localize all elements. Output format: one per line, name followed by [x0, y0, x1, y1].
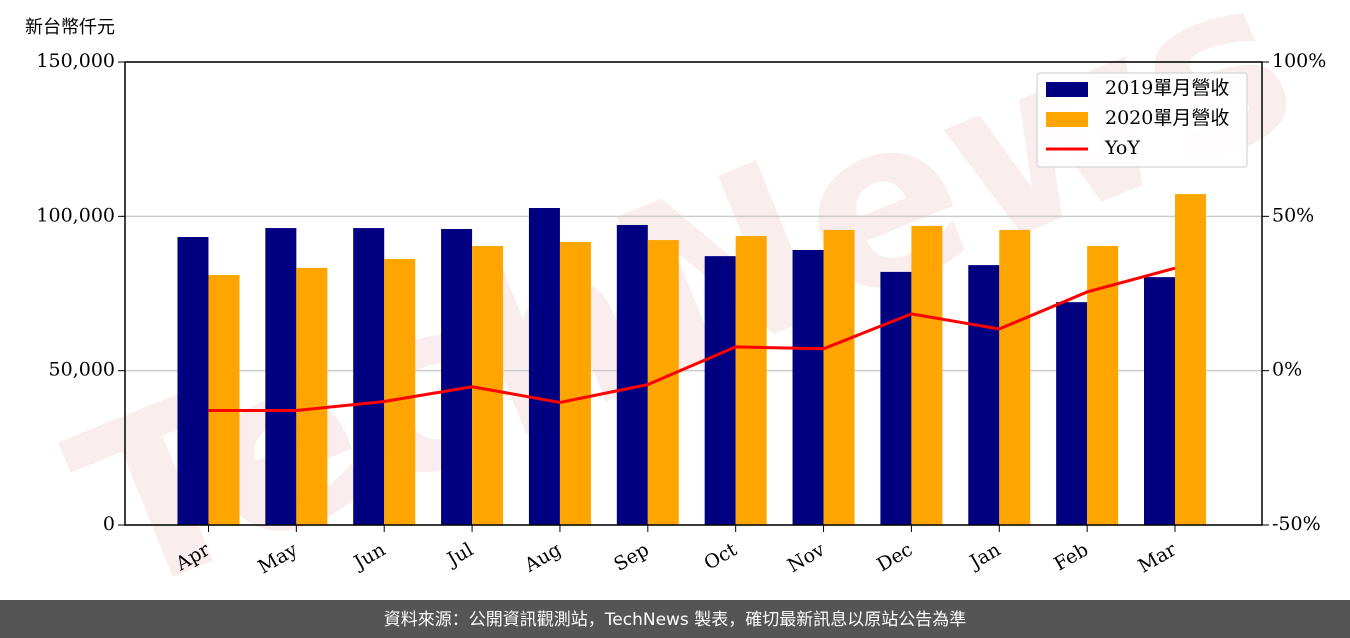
bar [735, 236, 767, 525]
bar [1056, 302, 1088, 525]
bar [528, 207, 560, 525]
bar [472, 245, 504, 525]
y-tick-label: 0 [103, 513, 115, 535]
bar [968, 265, 1000, 525]
bar [296, 267, 328, 525]
legend-label: YoY [1104, 137, 1140, 159]
bar [384, 258, 416, 525]
x-tick-label: Nov [784, 538, 829, 577]
legend-swatch [1046, 82, 1088, 97]
y-axis-unit: 新台幣仟元 [25, 17, 115, 38]
bar [177, 237, 209, 525]
bar [441, 228, 473, 526]
bar [559, 241, 591, 525]
footer-bar [0, 600, 1350, 638]
bar [880, 271, 912, 525]
legend-label: 2019單月營收 [1105, 77, 1229, 99]
y2-tick-label: 50% [1272, 204, 1314, 226]
y2-tick-label: 100% [1272, 50, 1326, 72]
line [208, 266, 1176, 412]
bar [1087, 245, 1119, 525]
y2-tick-label: 0% [1272, 359, 1302, 381]
bar [823, 229, 855, 525]
bar [1175, 194, 1207, 526]
x-tick-label: Dec [873, 539, 916, 577]
x-tick-label: Feb [1050, 539, 1092, 576]
plot-frame [124, 61, 1263, 526]
bar [265, 228, 297, 525]
bar [616, 224, 648, 525]
bar [792, 249, 824, 525]
bar [704, 256, 736, 525]
x-tick-label: Oct [700, 538, 741, 574]
x-tick-label: Jul [442, 539, 477, 572]
y2-tick-label: -50% [1272, 513, 1321, 535]
legend-box [1036, 72, 1248, 168]
bar [353, 228, 385, 525]
bar [1144, 277, 1176, 525]
x-tick-label: Aug [520, 539, 565, 578]
legend-swatch [1046, 112, 1088, 127]
x-tick-label: Jan [965, 539, 1005, 575]
y-tick-label: 100,000 [36, 204, 115, 226]
footer-text: 資料來源：公開資訊觀測站，TechNews 製表，確切最新訊息以原站公告為準 [384, 610, 966, 630]
x-tick-label: Sep [610, 539, 653, 576]
y-tick-label: 150,000 [36, 50, 115, 72]
x-tick-label: Mar [1134, 538, 1180, 577]
legend-label: 2020單月營收 [1105, 107, 1229, 129]
bar [911, 225, 943, 526]
y-tick-label: 50,000 [49, 359, 115, 381]
bar [208, 274, 240, 525]
bar [999, 229, 1031, 525]
